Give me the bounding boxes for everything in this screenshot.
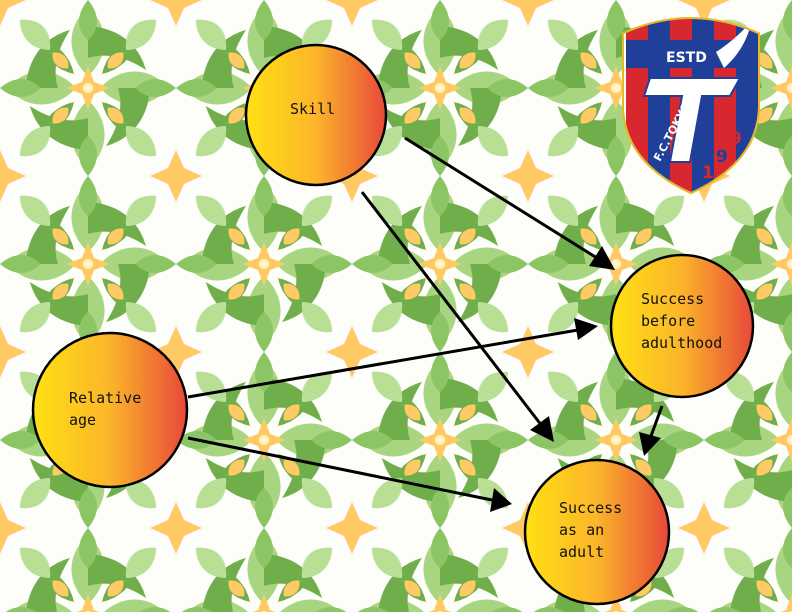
crest-year-digit-4: 9 [738, 109, 750, 129]
node-success-before-label-line-2: before [641, 312, 695, 330]
node-success-adult-label-line-1: Success [559, 499, 622, 517]
crest-estd-text: ESTD [666, 50, 707, 66]
node-skill: Skill [244, 43, 388, 187]
edges [187, 136, 664, 512]
node-success-before-adulthood: Success before adulthood [609, 253, 755, 399]
node-skill-label: Skill [290, 100, 335, 118]
node-success-adult-label-line-3: adult [559, 543, 604, 561]
edge-skill-to-success-before [404, 136, 615, 270]
edge-relative-age-to-success-adult [187, 436, 512, 512]
edge-success-before-to-success-adult [639, 405, 664, 456]
node-success-adult-label-line-2: as an [559, 521, 604, 539]
node-relative-age: Relative age [31, 331, 189, 489]
crest-year-digit-1: 1 [702, 163, 714, 183]
edge-skill-to-success-adult [360, 191, 554, 442]
node-circle [31, 331, 189, 489]
crest-year-digit-3: 9 [730, 129, 742, 149]
node-success-before-label-line-1: Success [641, 290, 704, 308]
node-relative-age-label-line-2: age [69, 411, 96, 429]
node-success-before-label-line-3: adulthood [641, 334, 722, 352]
fc-tokyo-crest-logo: ESTD F.C.TOKYO 1 9 9 9 [622, 17, 760, 195]
crest-year-digit-2: 9 [716, 147, 728, 167]
edge-relative-age-to-success-before [187, 318, 598, 399]
node-circle [609, 253, 755, 399]
node-relative-age-label-line-1: Relative [69, 389, 141, 407]
node-success-as-adult: Success as an adult [523, 458, 671, 606]
node-circle [523, 458, 671, 606]
node-circle [244, 43, 388, 187]
